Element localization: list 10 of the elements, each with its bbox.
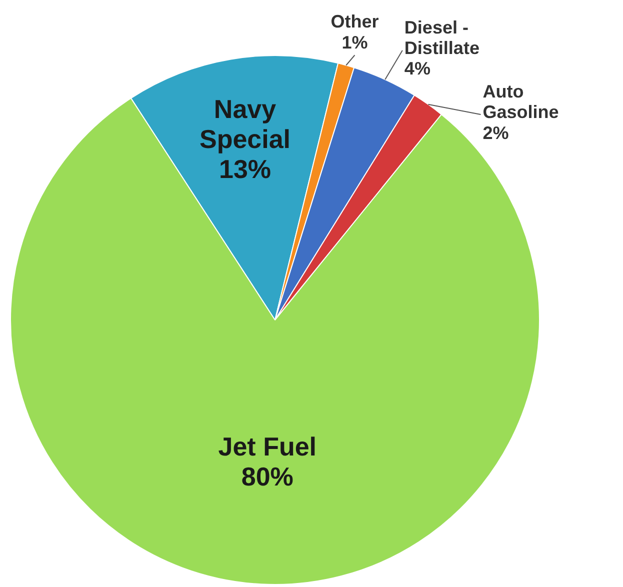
slice-label: Jet Fuel (218, 432, 317, 462)
slice-label: Auto Gasoline (482, 81, 559, 122)
slice-label: Diesel - Distillate (404, 17, 480, 58)
data-label: 13% (218, 154, 272, 184)
data-label: 2% (482, 122, 509, 143)
data-label: 80% (241, 461, 294, 492)
data-label: 1% (342, 32, 368, 52)
slice-label: Other (330, 12, 379, 32)
slice-label: Navy Special (199, 94, 291, 154)
data-label: 4% (404, 58, 430, 79)
